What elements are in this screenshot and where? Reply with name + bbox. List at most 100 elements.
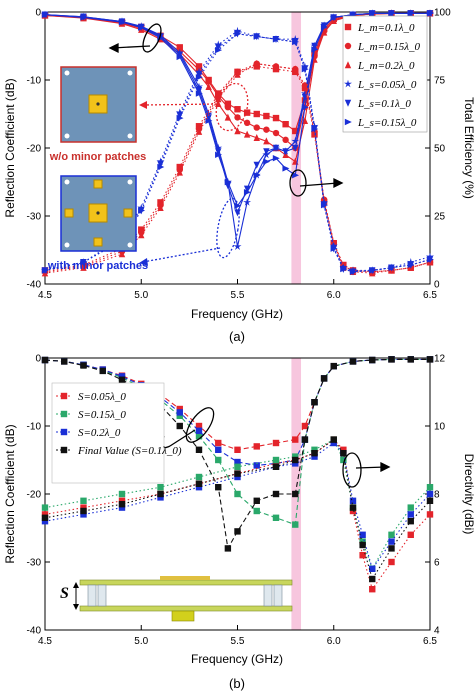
data-point [253, 172, 261, 179]
inset-bottom-label: with minor patches [47, 260, 148, 272]
data-point [272, 460, 280, 467]
data-point [388, 356, 395, 363]
data-point [407, 511, 414, 518]
inset-s-label: S [60, 585, 69, 602]
ellipse-red-a [215, 82, 249, 132]
y-left-tick-label: -10 [27, 422, 42, 433]
data-point [320, 23, 328, 31]
data-point [215, 484, 222, 491]
data-point [253, 110, 260, 118]
data-point [349, 358, 357, 365]
inset-bottom-plate [79, 605, 293, 612]
inset-bottom-screw [64, 179, 70, 185]
data-point [320, 201, 328, 209]
data-point [359, 531, 366, 538]
data-point [195, 82, 203, 91]
data-point [234, 458, 241, 466]
arrow-left-b [169, 429, 196, 447]
data-point [301, 65, 309, 73]
y-right-tick-label: 10 [434, 422, 446, 433]
data-point [407, 10, 415, 17]
data-point [215, 456, 222, 464]
data-point [292, 38, 300, 46]
pointer-blue-a [142, 247, 221, 263]
arrow-right-a [299, 182, 339, 187]
data-point [243, 119, 251, 127]
legend-marker [60, 428, 68, 436]
data-point [157, 494, 164, 501]
data-point [214, 143, 223, 152]
legend-box-a [342, 15, 428, 133]
x-tick-label: 6.5 [423, 290, 437, 301]
data-point [272, 514, 280, 521]
data-point [41, 11, 49, 18]
data-point [320, 375, 328, 382]
data-point [205, 83, 212, 90]
x-tick-label: 6.0 [327, 636, 341, 647]
data-point [311, 450, 318, 457]
data-point [195, 74, 203, 81]
data-point [41, 514, 49, 521]
inset-top-feed [96, 102, 100, 106]
inset-top-plate [79, 579, 293, 586]
data-point [292, 172, 300, 179]
inset-top-screw [127, 133, 133, 139]
data-point [388, 545, 395, 552]
legend-entries-b: S=0.05λ_0 S=0.15λ_0 S=0.2λ_0 Final Value (S… [56, 391, 182, 457]
y-right-tick-label: 6 [434, 558, 440, 569]
y-left-tick-label: -10 [27, 76, 42, 87]
inset-minor-patch [64, 208, 74, 218]
data-point [41, 518, 49, 525]
y-left-tick-label: -30 [27, 558, 42, 569]
data-point [118, 497, 126, 504]
data-point [243, 109, 251, 116]
annotations-b [161, 407, 391, 488]
x-tick-label: 4.5 [38, 290, 52, 301]
legend-marker [344, 42, 352, 50]
panel-b: 4.5 5.0 5.5 6.0 6.5 0 -10 -20 -30 -40 12 10 8 6 4 S=0.… [3, 354, 474, 692]
data-point [407, 504, 414, 511]
series-line [44, 65, 431, 273]
data-point [80, 263, 87, 271]
arrowhead-right-b [380, 461, 391, 473]
data-point [80, 497, 87, 504]
data-point [407, 261, 415, 269]
legend-a: L_m=0.1λ_0 L_m=0.15λ_0 L_m=0.2λ_0 L_s=0.05λ… [342, 15, 428, 133]
data-point [369, 586, 376, 593]
data-point [176, 114, 184, 122]
legend-label: S=0.15λ_0 [78, 409, 126, 421]
data-point [61, 358, 68, 365]
data-point [215, 95, 222, 103]
data-point [243, 185, 251, 193]
y-left-tick-label: 0 [35, 354, 41, 365]
inset-s-arrow-up [73, 582, 79, 588]
legend-marker [344, 61, 352, 69]
pointer-red-a [142, 103, 218, 106]
data-point [118, 376, 126, 383]
series-line [44, 438, 431, 581]
data-point [340, 450, 347, 457]
data-point [253, 161, 260, 169]
data-point [138, 24, 146, 31]
series-b [41, 356, 434, 593]
inset-bottom-screw [64, 242, 70, 248]
data-point [224, 100, 232, 107]
legend-marker [344, 118, 352, 126]
data-point [426, 256, 434, 263]
data-point [224, 545, 232, 552]
data-point [272, 62, 280, 70]
data-point [41, 511, 49, 518]
y-right-tick-label: 50 [434, 144, 446, 155]
inset-post [263, 584, 273, 607]
data-point [301, 436, 309, 443]
data-point [234, 463, 241, 470]
legend-marker [344, 79, 352, 88]
data-point [272, 155, 280, 162]
series-line [44, 358, 430, 551]
inset-post [87, 584, 97, 607]
data-point [253, 443, 260, 450]
data-point [291, 137, 300, 145]
data-point [311, 46, 319, 53]
